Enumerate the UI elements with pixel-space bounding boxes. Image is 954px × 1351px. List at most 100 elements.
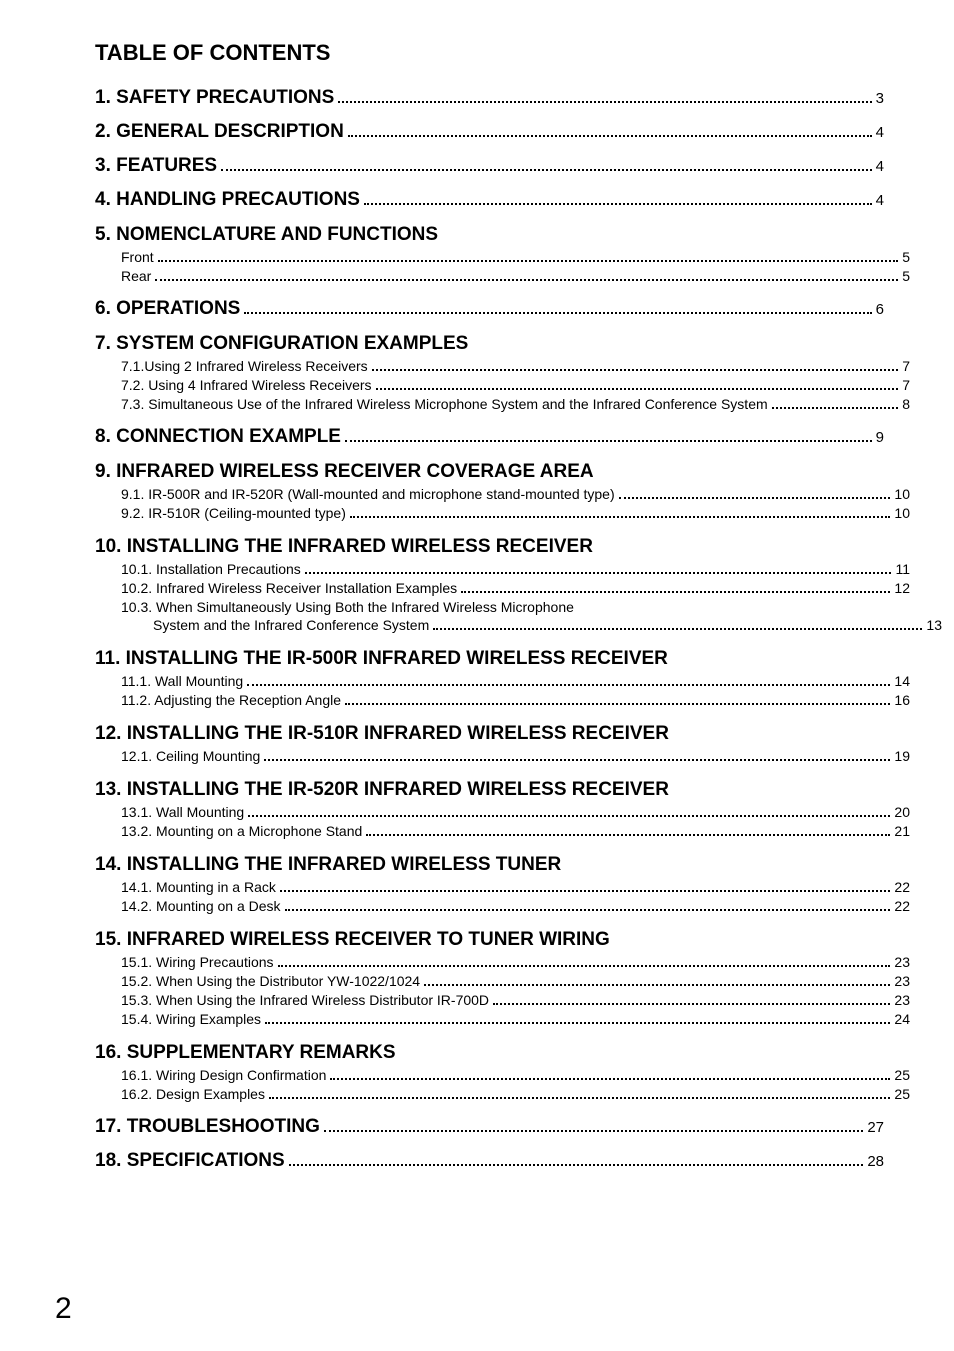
toc-entry: 9.2. IR-510R (Ceiling-mounted type) 10 <box>121 506 910 521</box>
toc-entry-label: 10.1. Installation Precautions <box>121 562 301 576</box>
toc-entry-page: 22 <box>894 899 910 913</box>
toc-entry-label: 15.2. When Using the Distributor YW-1022… <box>121 974 420 988</box>
toc-entry-page: 20 <box>894 805 910 819</box>
toc-entry: Rear 5 <box>121 269 910 284</box>
toc-entry-page: 24 <box>894 1012 910 1026</box>
toc-entry-label: 16.2. Design Examples <box>121 1087 265 1101</box>
toc-leader-dots <box>221 169 872 171</box>
toc-entry-page: 27 <box>867 1120 884 1135</box>
toc-entry: 10.2. Infrared Wireless Receiver Install… <box>121 581 910 596</box>
toc-entry: Front 5 <box>121 250 910 265</box>
toc-entry-label: 9.2. IR-510R (Ceiling-mounted type) <box>121 506 346 520</box>
toc-entry: 7.3. Simultaneous Use of the Infrared Wi… <box>121 397 910 412</box>
toc-entry-label: 14.2. Mounting on a Desk <box>121 899 281 913</box>
toc-entry: 17. TROUBLESHOOTING27 <box>95 1117 884 1136</box>
toc-leader-dots <box>364 203 872 205</box>
toc-entry: 2. GENERAL DESCRIPTION 4 <box>95 122 884 141</box>
toc-entry-page: 7 <box>902 359 910 373</box>
toc-entry-page: 6 <box>876 302 884 317</box>
toc-entry: 5. NOMENCLATURE AND FUNCTIONS <box>95 224 884 246</box>
toc-entry: 13.1. Wall Mounting 20 <box>121 805 910 820</box>
toc-entry-label: 15.4. Wiring Examples <box>121 1012 261 1026</box>
toc-entry: 10.3. When Simultaneously Using Both the… <box>121 600 910 614</box>
toc-entry-label: Rear <box>121 269 151 283</box>
toc-entry-page: 13 <box>926 618 942 632</box>
toc-entry-page: 4 <box>876 125 884 140</box>
toc-entry: 16.1. Wiring Design Confirmation25 <box>121 1068 910 1083</box>
toc-entry: 11.1. Wall Mounting14 <box>121 674 910 689</box>
toc-entry: 15.4. Wiring Examples 24 <box>121 1012 910 1027</box>
toc-entry: 15.3. When Using the Infrared Wireless D… <box>121 993 910 1008</box>
toc-entry: 7.1.Using 2 Infrared Wireless Receivers7 <box>121 359 910 374</box>
toc-entry-page: 5 <box>902 250 910 264</box>
toc-entry-page: 12 <box>894 581 910 595</box>
toc-entry: 13. INSTALLING THE IR-520R INFRARED WIRE… <box>95 779 884 801</box>
toc-leader-dots <box>305 572 892 574</box>
toc-leader-dots <box>338 101 871 103</box>
toc-entry: 15.1. Wiring Precautions23 <box>121 955 910 970</box>
toc-leader-dots <box>433 628 922 630</box>
toc-entry-page: 25 <box>894 1068 910 1082</box>
toc-entry-label: 9.1. IR-500R and IR-520R (Wall-mounted a… <box>121 487 615 501</box>
toc-entry: 14.2. Mounting on a Desk 22 <box>121 899 910 914</box>
toc-leader-dots <box>324 1130 863 1132</box>
toc-entry: 16. SUPPLEMENTARY REMARKS <box>95 1042 884 1064</box>
toc-entry: 12. INSTALLING THE IR-510R INFRARED WIRE… <box>95 723 884 745</box>
toc-entry-label: 13.1. Wall Mounting <box>121 805 244 819</box>
toc-entry: 10.1. Installation Precautions11 <box>121 562 910 577</box>
toc-entry-label: 10.2. Infrared Wireless Receiver Install… <box>121 581 457 595</box>
toc-leader-dots <box>289 1164 864 1166</box>
toc-entry-label: 1. SAFETY PRECAUTIONS <box>95 88 334 107</box>
toc-leader-dots <box>285 909 891 911</box>
toc-leader-dots <box>244 312 871 314</box>
toc-title: TABLE OF CONTENTS <box>95 40 884 66</box>
toc-entry: 9. INFRARED WIRELESS RECEIVER COVERAGE A… <box>95 461 884 483</box>
toc-container: 1. SAFETY PRECAUTIONS 3 2. GENERAL DESCRIP… <box>95 88 884 1170</box>
toc-entry: 3. FEATURES 4 <box>95 156 884 175</box>
toc-entry-label: 18. SPECIFICATIONS <box>95 1151 285 1170</box>
toc-entry-page: 8 <box>902 397 910 411</box>
toc-entry-page: 10 <box>894 506 910 520</box>
toc-entry: 8. CONNECTION EXAMPLE9 <box>95 427 884 446</box>
toc-entry-page: 9 <box>876 430 884 445</box>
toc-entry: 7. SYSTEM CONFIGURATION EXAMPLES <box>95 333 884 355</box>
toc-leader-dots <box>345 440 872 442</box>
toc-entry-page: 10 <box>894 487 910 501</box>
toc-entry: 11.2. Adjusting the Reception Angle 16 <box>121 693 910 708</box>
toc-entry-page: 14 <box>894 674 910 688</box>
toc-entry: 14.1. Mounting in a Rack22 <box>121 880 910 895</box>
toc-entry-label: 2. GENERAL DESCRIPTION <box>95 122 344 141</box>
toc-entry-page: 25 <box>894 1087 910 1101</box>
toc-entry-label: 10.3. When Simultaneously Using Both the… <box>121 600 574 614</box>
toc-entry-page: 16 <box>894 693 910 707</box>
toc-entry-page: 5 <box>902 269 910 283</box>
toc-entry: 18. SPECIFICATIONS28 <box>95 1151 884 1170</box>
toc-entry: 11. INSTALLING THE IR-500R INFRARED WIRE… <box>95 648 884 670</box>
toc-entry-label: 14.1. Mounting in a Rack <box>121 880 276 894</box>
toc-entry-page: 3 <box>876 91 884 106</box>
toc-leader-dots <box>345 703 890 705</box>
toc-entry-label: 3. FEATURES <box>95 156 217 175</box>
toc-leader-dots <box>424 984 890 986</box>
toc-entry-label: Front <box>121 250 154 264</box>
toc-entry-label: 15.1. Wiring Precautions <box>121 955 274 969</box>
toc-entry-label: 12.1. Ceiling Mounting <box>121 749 260 763</box>
toc-entry-page: 4 <box>876 159 884 174</box>
toc-entry: 9.1. IR-500R and IR-520R (Wall-mounted a… <box>121 487 910 502</box>
toc-leader-dots <box>372 369 899 371</box>
toc-entry: 12.1. Ceiling Mounting19 <box>121 749 910 764</box>
toc-entry: 6. OPERATIONS6 <box>95 299 884 318</box>
toc-entry-page: 4 <box>876 193 884 208</box>
toc-entry: 15.2. When Using the Distributor YW-1022… <box>121 974 910 989</box>
toc-entry: 16.2. Design Examples 25 <box>121 1087 910 1102</box>
toc-entry-page: 23 <box>894 993 910 1007</box>
toc-leader-dots <box>366 834 890 836</box>
toc-leader-dots <box>265 1022 890 1024</box>
toc-leader-dots <box>493 1003 890 1005</box>
toc-entry-label: 11.2. Adjusting the Reception Angle <box>121 693 341 707</box>
toc-leader-dots <box>376 388 899 390</box>
toc-entry-label: 15.3. When Using the Infrared Wireless D… <box>121 993 489 1007</box>
toc-entry: 7.2. Using 4 Infrared Wireless Receivers… <box>121 378 910 393</box>
toc-entry-label: 13.2. Mounting on a Microphone Stand <box>121 824 362 838</box>
toc-entry: System and the Infrared Conference Syste… <box>153 618 942 633</box>
